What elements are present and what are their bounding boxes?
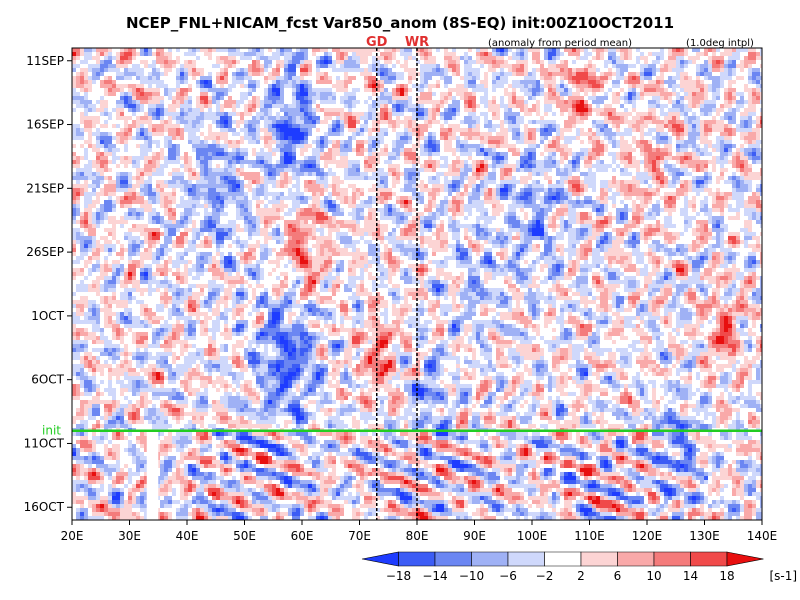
x-tick-label: 110E	[574, 529, 605, 543]
x-tick-label: 60E	[291, 529, 314, 543]
colorbar: −18 −14 −10 −6 −2 2 6 10 14 18 [s-1]	[361, 551, 798, 583]
y-tick-label: 16OCT	[24, 500, 65, 514]
y-tick-label: 6OCT	[31, 373, 64, 387]
colorbar-segment	[361, 551, 399, 567]
x-tick-label: 80E	[406, 529, 429, 543]
x-tick-label: 120E	[632, 529, 663, 543]
colorbar-label: −10	[459, 569, 484, 583]
x-tick-label: 130E	[689, 529, 720, 543]
colorbar-segment	[544, 551, 582, 567]
colorbar-label: 2	[577, 569, 585, 583]
x-tick-label: 100E	[517, 529, 548, 543]
colorbar-segment	[471, 551, 509, 567]
x-tick-label: 20E	[61, 529, 84, 543]
colorbar-label: −2	[536, 569, 554, 583]
chart-subtitle: (anomaly from period mean)	[488, 38, 632, 49]
colorbar-label: −14	[422, 569, 447, 583]
init-label: init	[42, 424, 61, 438]
colorbar-segment	[580, 551, 618, 567]
colorbar-label: 6	[614, 569, 622, 583]
colorbar-label: −6	[499, 569, 517, 583]
colorbar-label: 14	[683, 569, 698, 583]
x-tick-label: 40E	[176, 529, 199, 543]
chart-note: (1.0deg intpl)	[686, 38, 754, 49]
colorbar-segment	[726, 551, 764, 567]
marker-label-wr: WR	[405, 35, 429, 50]
missing-data-band	[146, 430, 159, 520]
y-tick-label: 21SEP	[26, 181, 64, 195]
chart-title: NCEP_FNL+NICAM_fcst Var850_anom (8S-EQ) …	[126, 14, 674, 32]
x-tick-label: 50E	[233, 529, 256, 543]
plot-overlay: GD WR init	[42, 35, 762, 520]
y-tick-label: 11SEP	[26, 54, 64, 68]
colorbar-label: −18	[386, 569, 411, 583]
y-tick-label: 11OCT	[24, 436, 65, 450]
colorbar-segment	[653, 551, 691, 567]
y-tick-label: 1OCT	[31, 309, 64, 323]
x-tick-label: 30E	[118, 529, 141, 543]
colorbar-segment	[398, 551, 436, 567]
colorbar-segment	[690, 551, 728, 567]
colorbar-segment	[617, 551, 655, 567]
colorbar-segment	[434, 551, 472, 567]
x-tick-label: 90E	[463, 529, 486, 543]
heatmap-field	[72, 48, 762, 520]
marker-label-gd: GD	[366, 35, 388, 50]
y-tick-label: 16SEP	[26, 118, 64, 132]
x-tick-label: 140E	[747, 529, 778, 543]
y-tick-label: 26SEP	[26, 245, 64, 259]
y-axis: 11SEP 16SEP 21SEP 26SEP 1OCT 6OCT 11OCT 16OCT	[24, 54, 72, 514]
x-tick-label: 70E	[348, 529, 371, 543]
x-axis: 20E 30E 40E 50E 60E 70E 80E 90E 100E 110E 120E 130E…	[61, 520, 778, 543]
colorbar-label: 10	[646, 569, 661, 583]
colorbar-segment	[507, 551, 545, 567]
colorbar-unit: [s-1]	[770, 569, 798, 583]
colorbar-label: 18	[719, 569, 734, 583]
